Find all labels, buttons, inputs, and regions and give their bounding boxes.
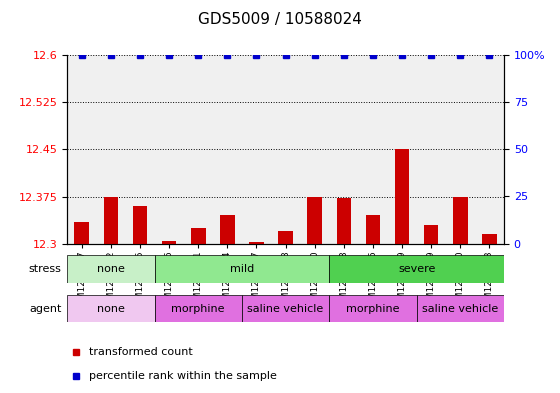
Bar — [278, 231, 293, 244]
FancyBboxPatch shape — [155, 295, 242, 322]
Text: stress: stress — [29, 264, 62, 274]
Text: transformed count: transformed count — [89, 347, 193, 357]
Bar — [482, 234, 497, 244]
Bar — [74, 222, 89, 244]
Text: morphine: morphine — [346, 303, 400, 314]
Bar — [220, 215, 235, 244]
Bar — [307, 196, 322, 244]
Text: GDS5009 / 10588024: GDS5009 / 10588024 — [198, 12, 362, 27]
FancyBboxPatch shape — [329, 295, 417, 322]
Text: saline vehicle: saline vehicle — [248, 303, 324, 314]
Text: percentile rank within the sample: percentile rank within the sample — [89, 371, 277, 381]
Bar — [162, 241, 176, 244]
Text: severe: severe — [398, 264, 435, 274]
Bar — [453, 196, 468, 244]
Bar — [337, 198, 351, 244]
FancyBboxPatch shape — [67, 255, 155, 283]
FancyBboxPatch shape — [242, 295, 329, 322]
Bar — [424, 225, 438, 244]
Bar — [395, 149, 409, 244]
FancyBboxPatch shape — [67, 295, 155, 322]
Bar — [104, 196, 118, 244]
Bar — [191, 228, 206, 244]
FancyBboxPatch shape — [329, 255, 504, 283]
Text: saline vehicle: saline vehicle — [422, 303, 498, 314]
Text: mild: mild — [230, 264, 254, 274]
Text: morphine: morphine — [171, 303, 225, 314]
Text: none: none — [97, 303, 125, 314]
FancyBboxPatch shape — [417, 295, 504, 322]
Bar — [133, 206, 147, 244]
Bar — [366, 215, 380, 244]
Bar — [249, 242, 264, 244]
Text: none: none — [97, 264, 125, 274]
Text: agent: agent — [29, 303, 62, 314]
FancyBboxPatch shape — [155, 255, 329, 283]
